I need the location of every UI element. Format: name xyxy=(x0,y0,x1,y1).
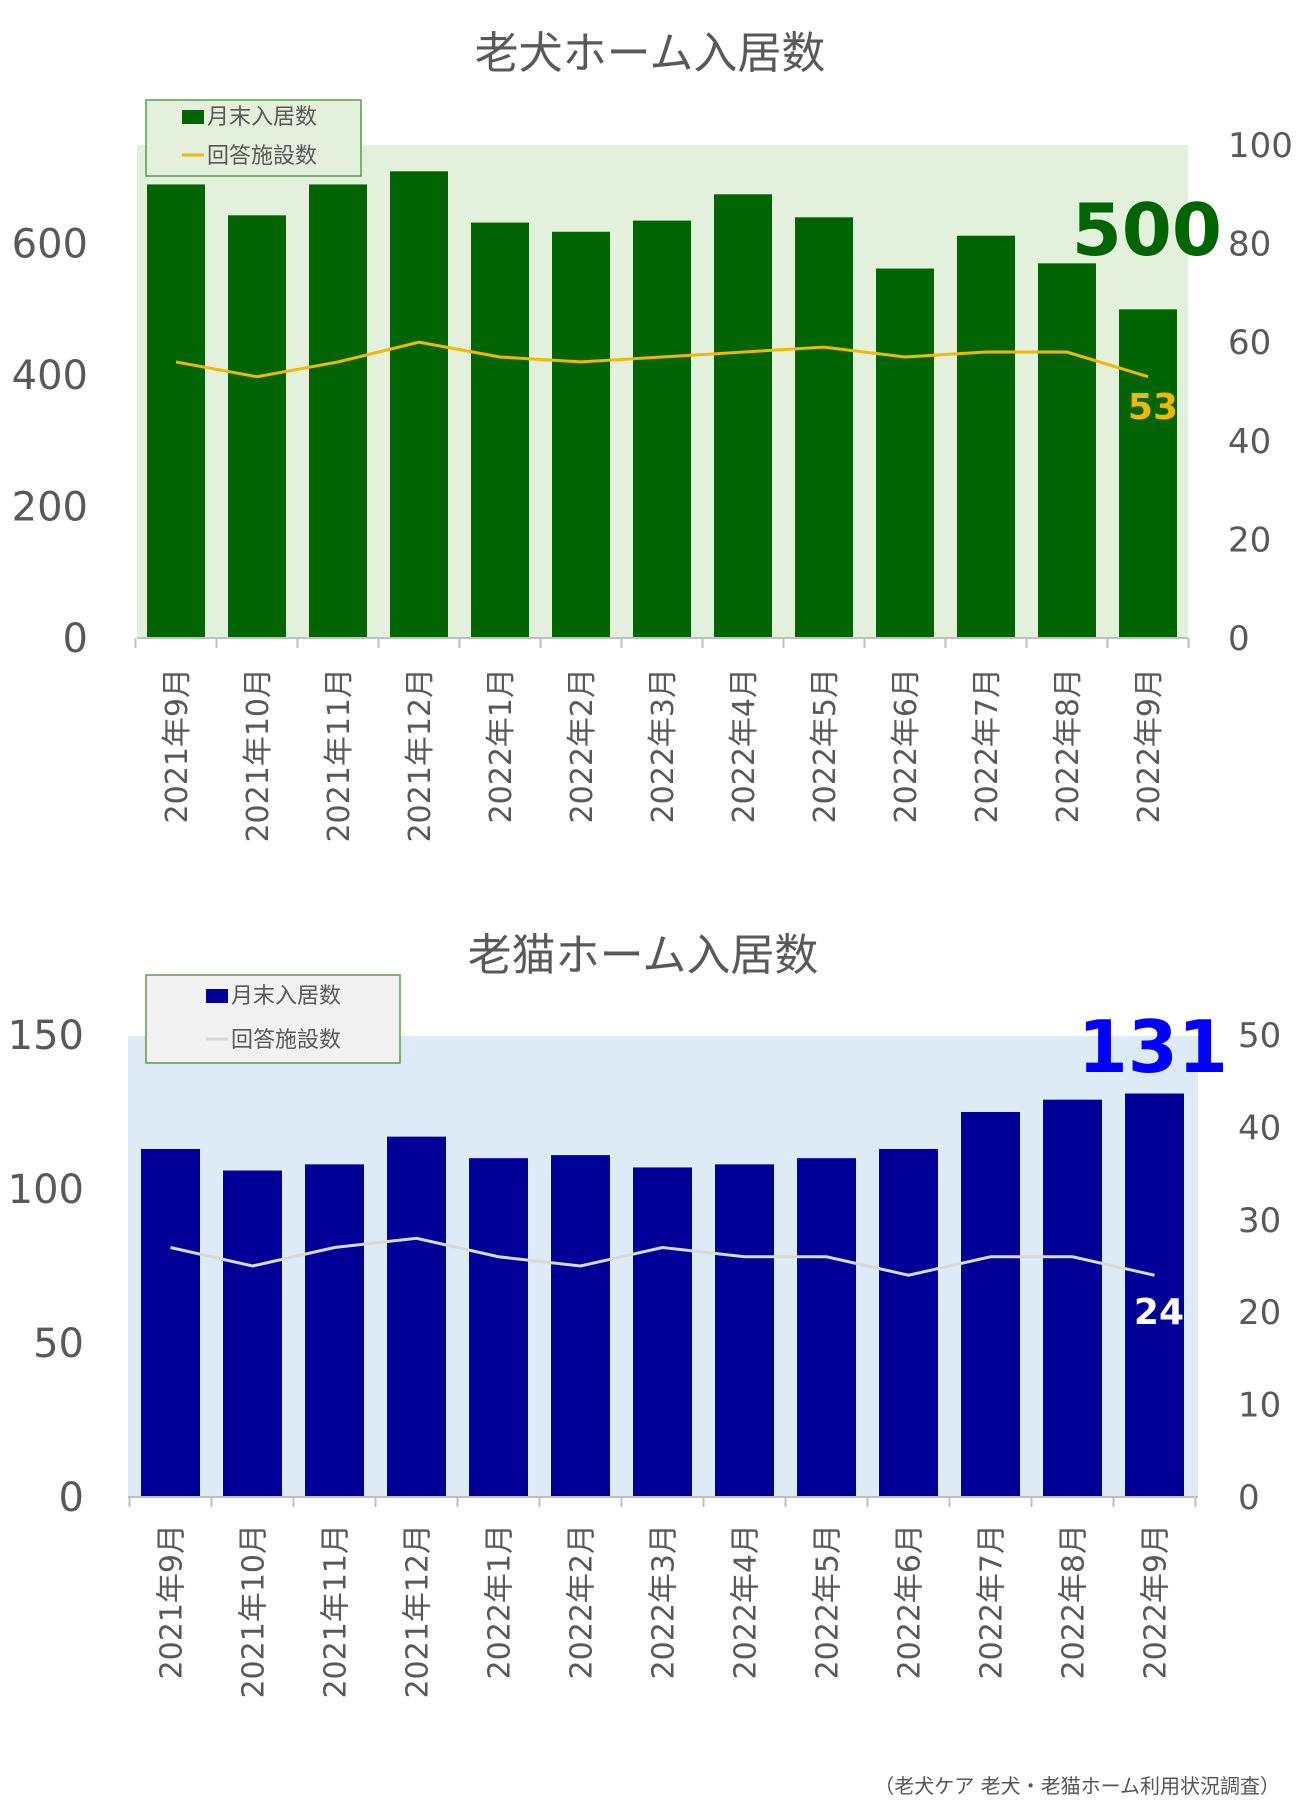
bar xyxy=(876,268,934,638)
left-axis-tick-label: 100 xyxy=(8,1167,84,1213)
right-axis-tick-label: 40 xyxy=(1228,422,1271,462)
category-label: 2022年8月 xyxy=(1051,668,1086,823)
category-label: 2022年1月 xyxy=(484,668,519,823)
chart-2: 老猫ホーム入居数 0 50 100 150 0 10 20 30 40 50 2021年9月 2021年… xyxy=(8,930,1282,1699)
category-label: 2021年9月 xyxy=(155,1524,190,1679)
bar xyxy=(879,1148,938,1497)
chart-1: 老犬ホーム入居数 0 200 400 600 0 20 40 60 80 100 2021年9月 202… xyxy=(12,28,1293,843)
category-label: 2021年10月 xyxy=(237,1524,272,1699)
right-axis-tick-label: 30 xyxy=(1238,1201,1281,1241)
bar xyxy=(1043,1099,1102,1497)
legend-box xyxy=(145,99,362,177)
category-label: 2021年11月 xyxy=(322,668,357,843)
right-axis-tick-label: 20 xyxy=(1238,1293,1281,1333)
last-bar-value-callout: 131 xyxy=(1078,1005,1228,1089)
category-label: 2022年7月 xyxy=(975,1524,1010,1679)
last-line-value-callout: 53 xyxy=(1128,387,1178,428)
last-line-value-callout: 24 xyxy=(1134,1292,1184,1333)
category-label: 2022年1月 xyxy=(483,1524,518,1679)
legend-box xyxy=(145,974,401,1064)
category-label: 2022年5月 xyxy=(808,668,843,823)
category-label: 2022年9月 xyxy=(1139,1524,1174,1679)
category-label: 2022年4月 xyxy=(727,668,762,823)
bar xyxy=(551,1155,610,1497)
bar xyxy=(1038,263,1096,638)
bar xyxy=(228,215,286,639)
left-axis-tick-label: 0 xyxy=(63,616,88,662)
bar xyxy=(957,235,1015,638)
category-label: 2022年9月 xyxy=(1132,668,1167,823)
right-axis-tick-label: 20 xyxy=(1228,520,1271,560)
left-axis-tick-label: 150 xyxy=(8,1013,84,1059)
legend-label-bar: 月末入居数 xyxy=(207,105,317,130)
bar xyxy=(223,1170,282,1497)
right-axis-tick-label: 0 xyxy=(1228,619,1250,659)
category-label: 2022年3月 xyxy=(646,668,681,823)
source-note: （老犬ケア 老犬・老猫ホーム利用状況調査） xyxy=(874,1774,1280,1798)
bar xyxy=(147,184,205,638)
bar xyxy=(715,1164,774,1497)
left-axis-tick-label: 50 xyxy=(33,1321,84,1367)
category-label: 2021年10月 xyxy=(241,668,276,843)
left-axis-tick-label: 0 xyxy=(59,1475,84,1521)
category-label: 2022年3月 xyxy=(647,1524,682,1679)
left-axis-tick-label: 400 xyxy=(12,353,88,399)
category-label: 2021年12月 xyxy=(401,1524,436,1699)
category-label: 2021年11月 xyxy=(319,1524,354,1699)
category-label: 2022年5月 xyxy=(811,1524,846,1679)
left-axis-tick-label: 600 xyxy=(12,222,88,268)
category-label: 2022年7月 xyxy=(970,668,1005,823)
right-axis-tick-label: 60 xyxy=(1228,323,1271,363)
category-label: 2022年2月 xyxy=(565,1524,600,1679)
bar xyxy=(714,194,772,639)
bar xyxy=(469,1158,528,1497)
right-axis-tick-label: 80 xyxy=(1228,225,1271,265)
bar xyxy=(552,231,610,638)
chart-title: 老猫ホーム入居数 xyxy=(468,930,819,981)
legend-swatch-bar xyxy=(206,989,228,1003)
bar xyxy=(141,1148,200,1497)
bar xyxy=(1119,309,1177,638)
category-label: 2022年6月 xyxy=(893,1524,928,1679)
legend-label-line: 回答施設数 xyxy=(231,1028,341,1053)
right-axis-tick-label: 40 xyxy=(1238,1108,1281,1148)
bar xyxy=(795,217,853,638)
bar xyxy=(309,184,367,638)
legend-label-bar: 月末入居数 xyxy=(231,984,341,1009)
category-label: 2022年4月 xyxy=(729,1524,764,1679)
category-label: 2022年6月 xyxy=(889,668,924,823)
bar xyxy=(387,1136,446,1497)
bar xyxy=(961,1112,1020,1497)
legend-swatch-bar xyxy=(182,110,204,124)
bar xyxy=(633,1167,692,1497)
bar xyxy=(305,1164,364,1497)
bar xyxy=(633,220,691,639)
left-axis-tick-label: 200 xyxy=(12,485,88,531)
right-axis-tick-label: 0 xyxy=(1238,1478,1260,1518)
category-label: 2022年8月 xyxy=(1057,1524,1092,1679)
legend-label-line: 回答施設数 xyxy=(207,144,317,169)
category-label: 2022年2月 xyxy=(565,668,600,823)
bar xyxy=(471,222,529,638)
last-bar-value-callout: 500 xyxy=(1072,188,1222,272)
right-axis-tick-label: 10 xyxy=(1238,1386,1281,1426)
bar xyxy=(390,171,448,638)
category-label: 2021年12月 xyxy=(403,668,438,843)
right-axis-tick-label: 100 xyxy=(1228,126,1293,166)
bar xyxy=(797,1158,856,1497)
chart-title: 老犬ホーム入居数 xyxy=(475,28,826,79)
bar xyxy=(1125,1093,1184,1497)
right-axis-tick-label: 50 xyxy=(1238,1016,1281,1056)
category-label: 2021年9月 xyxy=(160,668,195,823)
